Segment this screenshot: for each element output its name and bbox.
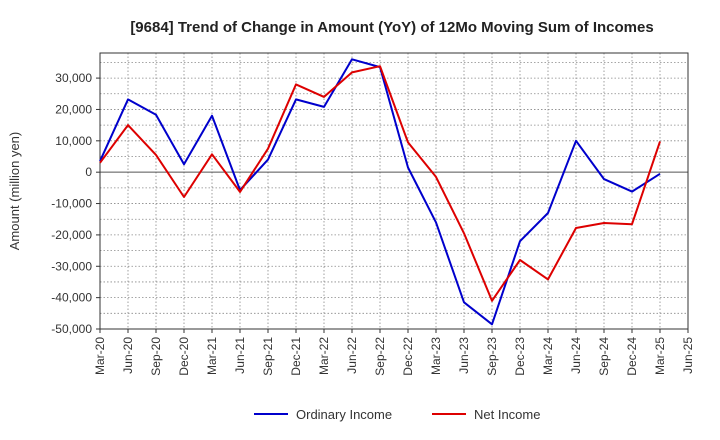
x-tick-label: Jun-24 bbox=[569, 337, 583, 374]
y-axis-label: Amount (million yen) bbox=[7, 132, 22, 251]
x-tick-label: Dec-20 bbox=[177, 337, 191, 376]
y-tick-label: -10,000 bbox=[51, 197, 92, 211]
series-line-net-income bbox=[99, 65, 661, 302]
x-tick-label: Mar-22 bbox=[317, 337, 331, 375]
legend-label: Ordinary Income bbox=[296, 407, 392, 422]
axes bbox=[99, 52, 689, 330]
y-tick-label: 20,000 bbox=[55, 102, 92, 116]
y-tick-label: -50,000 bbox=[51, 322, 92, 336]
y-tick-label: 30,000 bbox=[55, 71, 92, 85]
chart-title: [9684] Trend of Change in Amount (YoY) o… bbox=[130, 19, 653, 36]
x-tick-label: Mar-20 bbox=[93, 337, 107, 375]
series-lines bbox=[99, 58, 661, 326]
y-tick-label: -20,000 bbox=[51, 228, 92, 242]
x-tick-label: Dec-22 bbox=[401, 337, 415, 376]
x-tick-label: Mar-23 bbox=[429, 337, 443, 375]
plot-background bbox=[100, 53, 688, 329]
legend: Ordinary Income Net Income bbox=[254, 407, 540, 422]
x-tick-label: Jun-20 bbox=[121, 337, 135, 374]
x-tick-label: Jun-22 bbox=[345, 337, 359, 374]
y-tick-label: -40,000 bbox=[51, 291, 92, 305]
x-tick-label: Jun-21 bbox=[233, 337, 247, 374]
x-axis-ticks: Mar-20 Jun-20 Sep-20 Dec-20 Mar-21 Jun-21 Sep-… bbox=[93, 329, 695, 376]
x-tick-label: Dec-23 bbox=[513, 337, 527, 376]
x-tick-label: Sep-22 bbox=[373, 337, 387, 376]
x-tick-label: Jun-23 bbox=[457, 337, 471, 374]
y-tick-label: -30,000 bbox=[51, 259, 92, 273]
plot-frame bbox=[99, 52, 689, 330]
plot-area bbox=[100, 53, 688, 329]
x-tick-label: Mar-21 bbox=[205, 337, 219, 375]
legend-label: Net Income bbox=[474, 407, 540, 422]
x-tick-label: Sep-24 bbox=[597, 337, 611, 376]
y-tick-label: 10,000 bbox=[55, 134, 92, 148]
x-tick-label: Dec-21 bbox=[289, 337, 303, 376]
x-tick-label: Sep-23 bbox=[485, 337, 499, 376]
y-axis-ticks: 30,000 20,000 10,000 0 -10,000 -20,000 -30,000… bbox=[51, 71, 100, 336]
x-tick-label: Dec-24 bbox=[625, 337, 639, 376]
x-tick-label: Jun-25 bbox=[681, 337, 695, 374]
x-tick-label: Sep-21 bbox=[261, 337, 275, 376]
y-tick-label: 0 bbox=[85, 165, 92, 179]
x-tick-label: Mar-25 bbox=[653, 337, 667, 375]
x-tick-label: Mar-24 bbox=[541, 337, 555, 375]
x-tick-label: Sep-20 bbox=[149, 337, 163, 376]
